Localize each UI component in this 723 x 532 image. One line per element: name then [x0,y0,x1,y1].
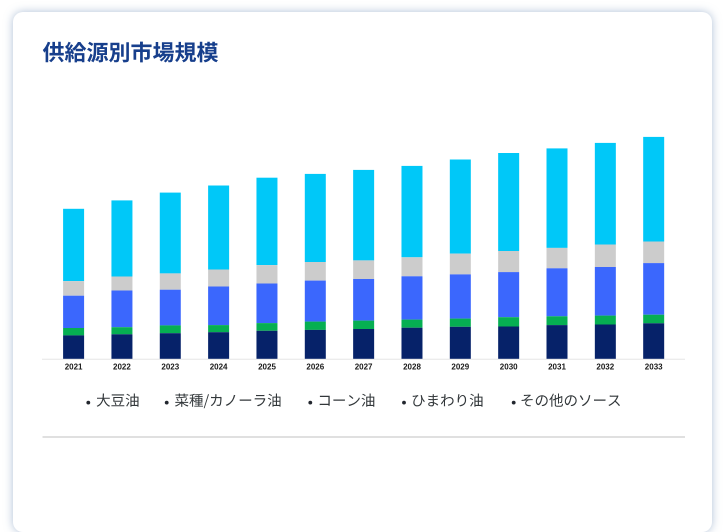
svg-text:2024: 2024 [210,363,228,372]
svg-text:2021: 2021 [65,363,83,372]
svg-text:2023: 2023 [161,363,179,372]
svg-text:2025: 2025 [258,363,276,372]
svg-text:2027: 2027 [355,363,373,372]
svg-text:2028: 2028 [403,363,421,372]
svg-text:2029: 2029 [451,363,469,372]
svg-text:2022: 2022 [113,363,131,372]
svg-text:2030: 2030 [500,363,518,372]
svg-text:2031: 2031 [548,363,566,372]
svg-text:2032: 2032 [596,363,614,372]
svg-text:2026: 2026 [306,363,324,372]
svg-text:2033: 2033 [645,363,663,372]
